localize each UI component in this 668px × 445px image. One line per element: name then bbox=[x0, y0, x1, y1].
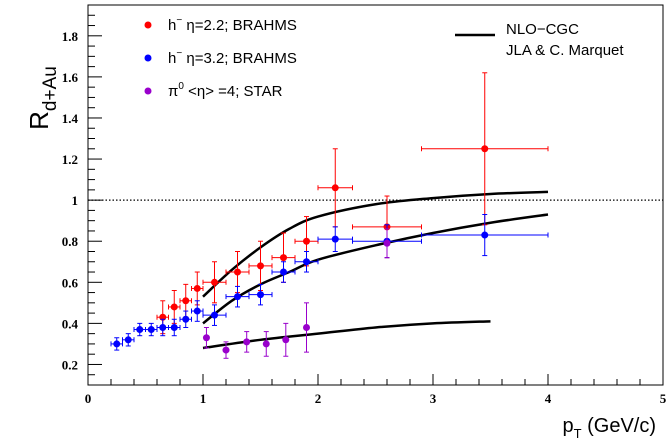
data-point-series-2 bbox=[182, 315, 190, 323]
data-point-series-1 bbox=[193, 284, 201, 292]
data-point-series-1 bbox=[280, 254, 287, 262]
x-axis-title: pT (GeV/c) bbox=[562, 415, 656, 441]
data-point-series-3 bbox=[222, 346, 230, 354]
data-point-series-1 bbox=[257, 262, 264, 270]
theory-legend-label-1: NLO−CGC bbox=[506, 21, 579, 38]
y-tick-label: 0.2 bbox=[62, 357, 78, 372]
legend-label-star-main: π bbox=[168, 83, 178, 100]
theory-legend: NLO−CGC JLA & C. Marquet bbox=[455, 21, 624, 59]
x-tick-label: 5 bbox=[660, 391, 667, 406]
y-tick-label: 1 bbox=[72, 193, 79, 208]
legend-label-brahms-22-main: h bbox=[168, 17, 176, 34]
x-tick-label: 4 bbox=[545, 391, 552, 406]
data-point-series-2 bbox=[234, 293, 241, 301]
svg-text:Rd+Au: Rd+Au bbox=[24, 66, 61, 130]
data-point-series-2 bbox=[113, 340, 121, 348]
y-tick-label: 1.4 bbox=[62, 111, 79, 126]
legend-label-brahms-32-main: h bbox=[168, 50, 176, 67]
data-legend: h− η=2.2; BRAHMS h− η=3.2; BRAHMS π0 <η>… bbox=[144, 15, 297, 100]
data-point-series-2 bbox=[124, 336, 132, 344]
x-tick-label: 3 bbox=[430, 391, 437, 406]
axes-group: 0 1 2 3 4 5 0.2 0.4 0.6 0.8 1 1.2 1.4 1.6 1.8 bbox=[62, 4, 667, 406]
data-point-series-2 bbox=[257, 291, 264, 299]
y-axis-title-main: R bbox=[24, 111, 54, 130]
data-point-series-1 bbox=[170, 303, 178, 311]
data-point-series-3 bbox=[303, 323, 310, 331]
legend-label-brahms-22-sup: − bbox=[176, 15, 182, 26]
legend-marker-star bbox=[144, 87, 152, 95]
y-axis-title-sub: d+Au bbox=[40, 66, 61, 111]
x-axis-title-sub: T bbox=[574, 426, 582, 441]
data-point-series-2 bbox=[211, 311, 218, 319]
data-point-series-3 bbox=[262, 340, 270, 348]
legend-label-brahms-32: h− η=3.2; BRAHMS bbox=[168, 48, 297, 67]
data-point-series-2 bbox=[136, 326, 144, 334]
theory-curve-3 bbox=[202, 320, 491, 350]
data-point-series-2 bbox=[481, 231, 489, 239]
x-tick-label: 2 bbox=[315, 391, 322, 406]
x-tick-label: 1 bbox=[200, 391, 207, 406]
data-point-series-3 bbox=[202, 334, 210, 342]
y-tick-label: 0.6 bbox=[62, 275, 79, 290]
y-tick-label: 0.4 bbox=[62, 316, 79, 331]
legend-label-star-rest: <η> =4; STAR bbox=[184, 83, 283, 100]
data-point-series-1 bbox=[234, 268, 241, 276]
data-point-series-1 bbox=[211, 278, 218, 286]
data-point-series-1 bbox=[182, 297, 190, 305]
legend-label-brahms-22-rest: η=2.2; BRAHMS bbox=[182, 17, 297, 34]
data-point-series-3 bbox=[282, 336, 290, 344]
y-tick-label: 0.8 bbox=[62, 234, 79, 249]
y-tick-label: 1.6 bbox=[62, 70, 79, 85]
theory-curve-1 bbox=[202, 190, 549, 298]
data-point-series-1 bbox=[331, 184, 339, 192]
data-point-series-2 bbox=[303, 258, 310, 266]
legend-label-brahms-22: h− η=2.2; BRAHMS bbox=[168, 15, 297, 34]
theory-legend-label-2: JLA & C. Marquet bbox=[506, 42, 624, 59]
data-point-series-2 bbox=[280, 268, 287, 276]
x-axis-title-main: p bbox=[562, 415, 573, 437]
y-tick-label: 1.8 bbox=[62, 29, 79, 44]
data-point-series-2 bbox=[331, 235, 339, 243]
x-tick-label: 0 bbox=[85, 391, 92, 406]
legend-label-brahms-32-sup: − bbox=[176, 48, 182, 59]
legend-marker-brahms-32 bbox=[144, 54, 152, 62]
data-point-series-2 bbox=[147, 326, 155, 334]
x-axis-title-unit: (GeV/c) bbox=[582, 415, 656, 437]
legend-label-star: π0 <η> =4; STAR bbox=[168, 81, 283, 100]
data-point-series-2 bbox=[170, 323, 178, 331]
y-tick-label: 1.2 bbox=[62, 152, 78, 167]
data-point-series-1 bbox=[303, 237, 310, 245]
data-point-series-2 bbox=[193, 307, 201, 315]
data-point-series-2 bbox=[159, 323, 167, 331]
data-point-series-3 bbox=[383, 239, 391, 247]
data-point-series-1 bbox=[481, 145, 489, 153]
y-axis-title: Rd+Au bbox=[24, 66, 61, 130]
data-points bbox=[110, 72, 549, 359]
data-point-series-3 bbox=[243, 338, 251, 346]
legend-label-brahms-32-rest: η=3.2; BRAHMS bbox=[182, 50, 297, 67]
legend-label-star-sup: 0 bbox=[178, 81, 184, 92]
legend-marker-brahms-22 bbox=[144, 21, 152, 29]
